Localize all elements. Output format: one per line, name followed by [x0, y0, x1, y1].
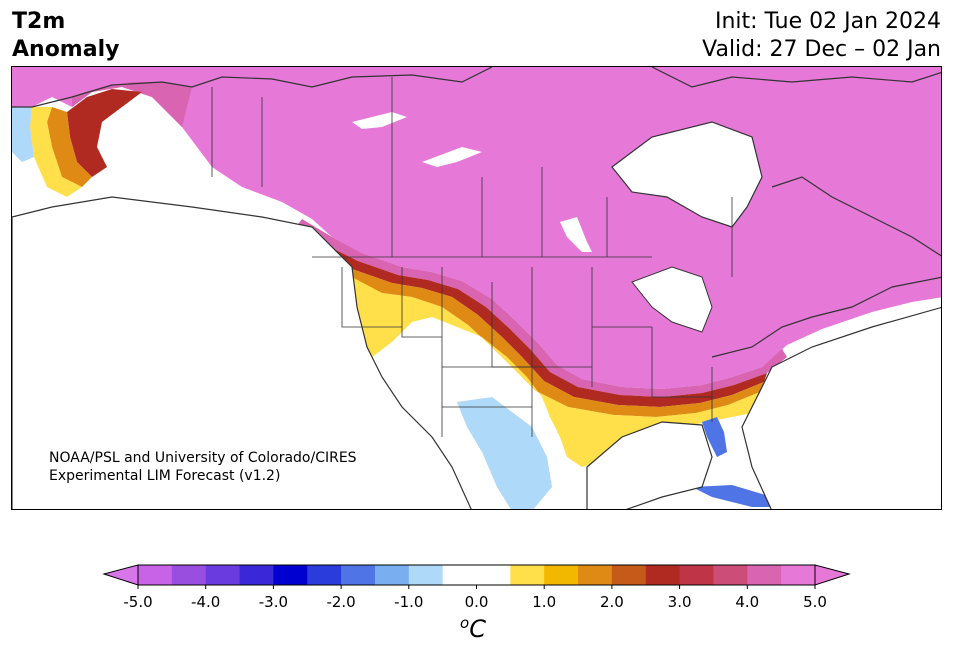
colorbar-tick-label: -1.0: [394, 593, 423, 611]
colorbar-tick-label: 1.0: [532, 593, 556, 611]
hudson-bay: [611, 121, 763, 228]
colorbar-segment: [781, 565, 816, 585]
cold-anomaly-florida: [702, 417, 727, 457]
colorbar-segment: [341, 565, 376, 585]
colorbar-segment: [510, 565, 545, 585]
units-degree: o: [460, 614, 470, 632]
colorbar-ticks: -5.0 -4.0 -3.0 -2.0 -1.0 0.0 1.0 2.0 3.0 4.0 5.0: [123, 585, 827, 611]
great-bear-lake: [352, 112, 407, 129]
title-variable: T2m: [12, 9, 66, 34]
colorbar-segment: [442, 565, 477, 585]
colorbar: -5.0 -4.0 -3.0 -2.0 -1.0 0.0 1.0 2.0 3.0 4.0 5.0: [102, 564, 851, 611]
colorbar-over-arrow: [814, 564, 851, 586]
colorbar-segment: [138, 565, 173, 585]
colorbar-segment: [747, 565, 782, 585]
political-borders: [211, 77, 733, 437]
valid-period: Valid: 27 Dec – 02 Jan: [702, 37, 941, 62]
lake-winnipeg: [560, 217, 592, 252]
map-title: T2m Anomaly: [12, 8, 119, 64]
great-lakes: [631, 266, 713, 333]
gulf-of-mexico: [586, 421, 713, 509]
credit-line-1: NOAA/PSL and University of Colorado/CIRE…: [49, 450, 357, 466]
colorbar-segment: [645, 565, 681, 585]
colorbar-segment: [374, 565, 410, 585]
colorbar-tick-label: -5.0: [123, 593, 152, 611]
colorbar-segment: [239, 565, 274, 585]
cold-anomaly-mexico: [457, 397, 552, 509]
colorbar-segment: [679, 565, 714, 585]
cold-anomaly-alaska-west: [12, 107, 34, 162]
colorbar-tick-label: -2.0: [326, 593, 355, 611]
init-date: Init: Tue 02 Jan 2024: [714, 9, 941, 34]
alaska-band-yellow: [30, 107, 82, 197]
anomaly-band-4: [296, 219, 787, 397]
map-canvas: [12, 67, 941, 509]
colorbar-segment: [408, 565, 444, 585]
colorbar-units: oC: [460, 614, 486, 643]
colorbar-segment: [273, 565, 308, 585]
alaska-band-orange: [47, 107, 92, 187]
colorbar-segments: [138, 565, 816, 585]
colorbar-segment: [611, 565, 647, 585]
colorbar-segment: [544, 565, 579, 585]
anomaly-band-1: [352, 277, 760, 467]
great-slave-lake: [422, 147, 482, 167]
colorbar-tick-label: -4.0: [191, 593, 220, 611]
anomaly-band-3: [290, 227, 767, 407]
cold-anomaly-cuba: [692, 485, 782, 507]
coastlines: [12, 67, 941, 358]
colorbar-tick-label: 3.0: [668, 593, 692, 611]
credit-text: NOAA/PSL and University of Colorado/CIRE…: [49, 449, 357, 485]
title-field: Anomaly: [12, 37, 120, 62]
anomaly-map: [11, 66, 942, 510]
colorbar-segment: [713, 565, 748, 585]
colorbar-segment: [476, 565, 511, 585]
colorbar-tick-label: 4.0: [735, 593, 759, 611]
alaska-warm-anomaly: [72, 82, 192, 127]
colorbar-tick-label: 2.0: [600, 593, 624, 611]
units-celsius: C: [469, 615, 486, 643]
colorbar-tick-label: 5.0: [803, 593, 827, 611]
colorbar-tick-label: -3.0: [259, 593, 288, 611]
colorbar-tick-label: 0.0: [465, 593, 489, 611]
atlantic-ocean: [741, 306, 941, 509]
colorbar-segment: [578, 565, 613, 585]
forecast-dates: Init: Tue 02 Jan 2024 Valid: 27 Dec – 02…: [702, 8, 941, 64]
colorbar-under-arrow: [102, 564, 139, 586]
credit-line-2: Experimental LIM Forecast (v1.2): [49, 468, 281, 484]
colorbar-segment: [307, 565, 342, 585]
colorbar-segment: [171, 565, 207, 585]
colorbar-segment: [205, 565, 241, 585]
alaska-band: [67, 89, 142, 177]
